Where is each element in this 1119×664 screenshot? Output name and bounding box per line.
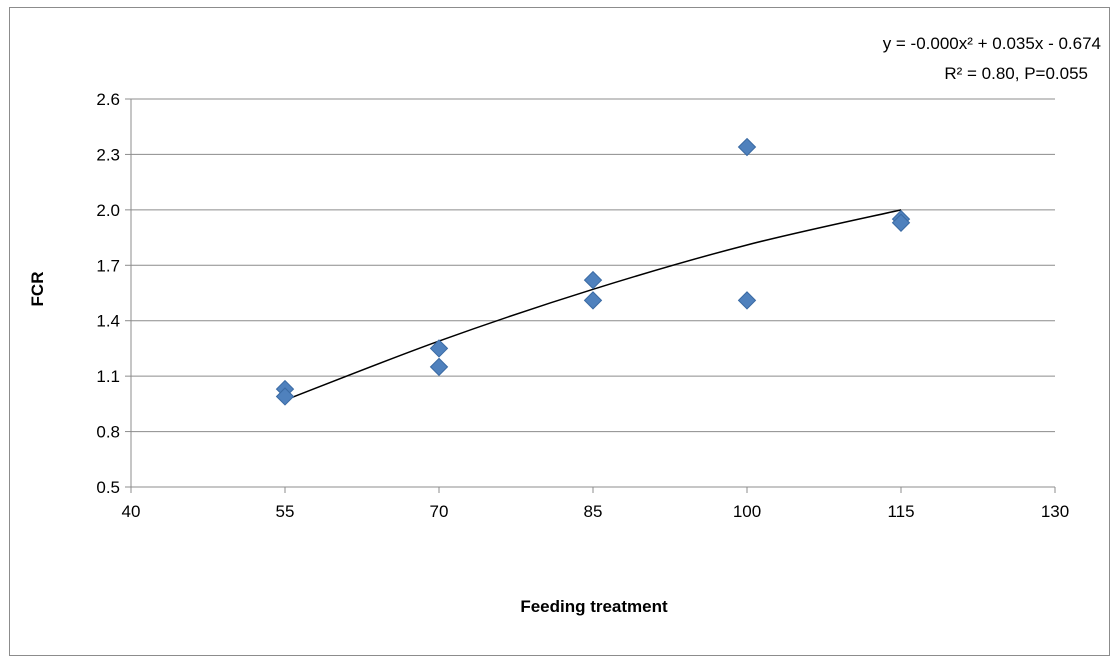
y-tick-label: 2.0: [96, 201, 120, 220]
data-point: [737, 137, 757, 157]
y-tick-label: 1.7: [96, 256, 120, 275]
y-axis-title: FCR: [28, 272, 47, 307]
x-tick-label: 100: [733, 502, 761, 521]
x-tick-label: 55: [276, 502, 295, 521]
x-tick-label: 70: [430, 502, 449, 521]
x-tick-label: 40: [122, 502, 141, 521]
gridlines: [131, 98, 1055, 433]
data-point: [275, 387, 295, 406]
axes: [125, 98, 1056, 493]
data-point: [891, 213, 911, 232]
y-tick-label: 0.5: [96, 478, 120, 497]
y-tick-label: 2.6: [96, 90, 120, 109]
x-axis-title: Feeding treatment: [520, 597, 668, 616]
data-point: [583, 270, 603, 290]
trendline: [284, 209, 902, 401]
x-tick-label: 85: [584, 502, 603, 521]
data-point: [429, 339, 449, 358]
scatter-chart: 0.5 0.8 1.1 1.4 1.7 2.0 2.3 2.6 40 55 70 85 100 115 13…: [28, 34, 1101, 616]
trendline-equation: y = -0.000x² + 0.035x - 0.674: [883, 34, 1101, 53]
y-tick-label: 0.8: [96, 423, 120, 442]
trendline-stats: R² = 0.80, P=0.055: [944, 64, 1088, 83]
data-point: [583, 291, 603, 310]
chart-area: 0.5 0.8 1.1 1.4 1.7 2.0 2.3 2.6 40 55 70 85 100 115 13…: [9, 7, 1110, 656]
x-tick-label: 115: [887, 502, 914, 521]
data-points: [275, 137, 911, 406]
data-point: [737, 291, 757, 310]
y-tick-label: 2.3: [96, 145, 120, 164]
y-tick-label: 1.4: [96, 312, 120, 331]
trendline-curve: [284, 209, 902, 401]
y-tick-label: 1.1: [96, 367, 120, 386]
tick-labels: 0.5 0.8 1.1 1.4 1.7 2.0 2.3 2.6 40 55 70 85 100 115 13…: [96, 90, 1069, 521]
data-point: [429, 357, 449, 377]
x-tick-label: 130: [1041, 502, 1069, 521]
